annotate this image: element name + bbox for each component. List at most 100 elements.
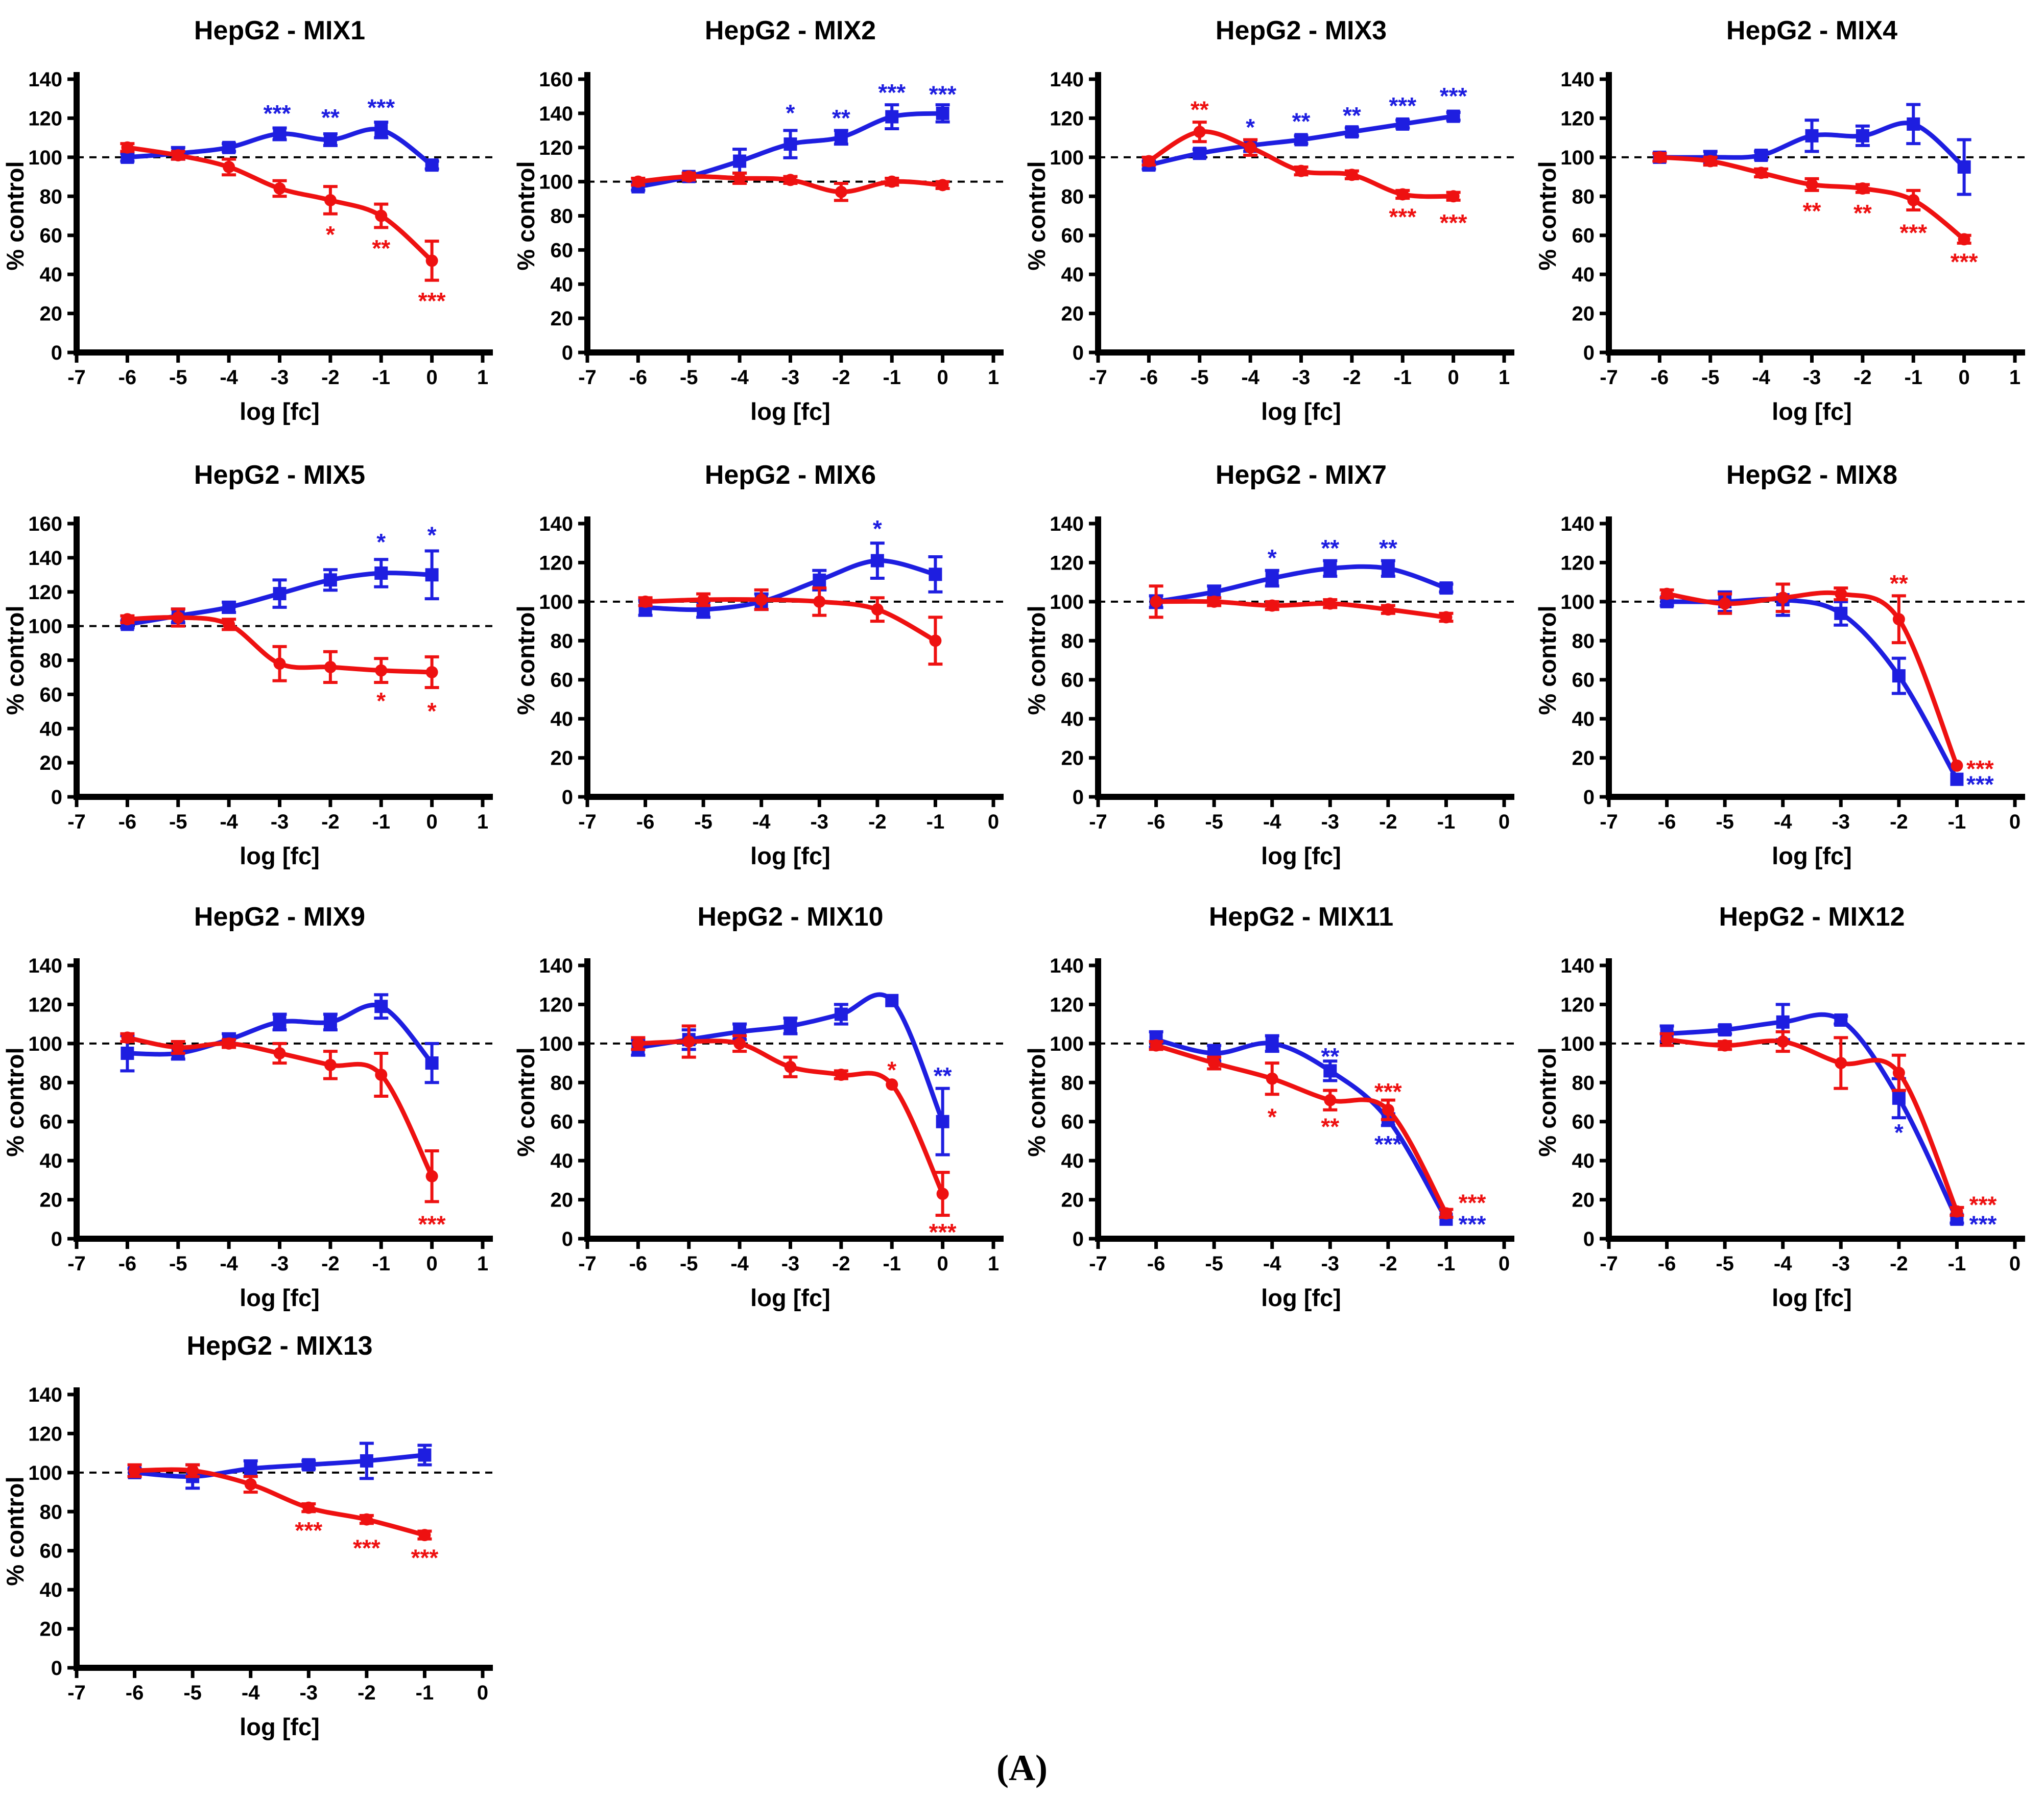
marker-square-blue	[374, 566, 388, 580]
x-axis-label: log [fc]	[750, 842, 830, 869]
y-tick-label: 80	[40, 650, 63, 672]
marker-square-blue	[834, 130, 848, 144]
marker-circle-red	[835, 1069, 847, 1081]
x-tick-label: -1	[1437, 811, 1456, 833]
chart-hepg2-mix12: HepG2 - MIX12 log [fc] % control 0 20 40 60 80 1…	[1534, 902, 2025, 1311]
marker-square-blue	[374, 1000, 388, 1013]
marker-circle-red	[1396, 188, 1409, 201]
y-tick-label: 60	[40, 225, 63, 247]
y-tick-label: 60	[551, 239, 574, 262]
marker-circle-red	[1660, 587, 1673, 600]
significance-stars: ***	[353, 1534, 381, 1561]
x-tick-label: -4	[1752, 366, 1770, 389]
x-tick-label: -5	[1716, 811, 1734, 833]
y-axis-label: % control	[1023, 1047, 1050, 1156]
significance-stars: ***	[1951, 249, 1978, 275]
x-tick-label: 0	[988, 811, 999, 833]
chart-title: HepG2 - MIX12	[1719, 902, 1905, 932]
y-tick-label: 40	[40, 718, 63, 740]
marker-square-blue	[418, 1448, 432, 1462]
y-tick-label: 60	[40, 1111, 63, 1133]
x-tick-label: -5	[1205, 811, 1223, 833]
y-tick-label: 120	[28, 581, 62, 604]
x-tick-label: -2	[1890, 1253, 1908, 1275]
significance-stars: *	[427, 522, 437, 549]
marker-circle-red	[172, 611, 184, 624]
x-tick-label: -2	[832, 366, 850, 389]
y-tick-label: 120	[1560, 994, 1595, 1016]
marker-circle-red	[324, 660, 337, 673]
x-tick-label: 0	[426, 1253, 438, 1275]
y-tick-label: 100	[28, 1462, 62, 1484]
y-tick-label: 40	[40, 1579, 63, 1601]
significance-stars: *	[376, 688, 386, 714]
marker-square-blue	[936, 1115, 949, 1128]
x-tick-label: 1	[988, 366, 999, 389]
x-tick-label: 0	[426, 366, 438, 389]
y-tick-label: 120	[1050, 107, 1084, 130]
marker-circle-red	[733, 172, 746, 184]
marker-circle-red	[1382, 1103, 1394, 1116]
significance-stars: ***	[1969, 1191, 1997, 1218]
marker-square-blue	[222, 600, 236, 614]
y-tick-label: 40	[551, 1150, 574, 1172]
x-tick-label: -2	[868, 811, 887, 833]
x-tick-label: 1	[1499, 366, 1510, 389]
marker-circle-red	[1660, 1033, 1673, 1046]
y-axis-label: % control	[512, 161, 539, 270]
y-tick-label: 100	[539, 591, 573, 613]
x-tick-label: 1	[477, 1253, 488, 1275]
marker-circle-red	[375, 209, 388, 222]
y-axis-label: % control	[1023, 161, 1050, 270]
marker-circle-red	[886, 175, 898, 188]
marker-circle-red	[639, 595, 652, 608]
x-tick-label: -1	[416, 1682, 434, 1704]
x-tick-label: -6	[1651, 366, 1669, 389]
significance-stars: ***	[1459, 1190, 1486, 1216]
marker-circle-red	[784, 1060, 797, 1073]
x-tick-label: 1	[477, 811, 488, 833]
curve-red	[1665, 590, 1959, 768]
significance-stars: ***	[264, 100, 291, 127]
x-tick-label: -5	[169, 811, 187, 833]
axes	[1606, 516, 2025, 800]
marker-circle-red	[223, 160, 235, 173]
x-tick-label: -7	[1089, 1253, 1107, 1275]
marker-circle-red	[425, 254, 438, 267]
marker-square-blue	[1805, 129, 1819, 143]
x-tick-label: -4	[220, 366, 238, 389]
y-tick-label: 100	[1050, 1033, 1084, 1055]
significance-stars: *	[1894, 1119, 1904, 1146]
y-tick-label: 100	[539, 1033, 573, 1055]
significance-stars: **	[372, 235, 390, 262]
chart-title: HepG2 - MIX2	[705, 16, 876, 45]
y-tick-label: 40	[551, 273, 574, 296]
x-tick-label: 1	[477, 366, 488, 389]
significance-stars: ***	[295, 1517, 322, 1544]
y-tick-label: 40	[40, 264, 63, 286]
x-tick-label: -3	[271, 811, 289, 833]
x-axis-label: log [fc]	[750, 1284, 830, 1311]
marker-square-blue	[360, 1454, 373, 1468]
significance-stars: *	[873, 515, 882, 542]
x-axis-label: log [fc]	[1261, 398, 1341, 425]
y-tick-label: 60	[1061, 225, 1084, 247]
marker-square-blue	[733, 154, 747, 168]
y-tick-label: 20	[40, 1618, 63, 1641]
x-tick-label: -1	[926, 811, 945, 833]
chart-hepg2-mix10: HepG2 - MIX10 log [fc] % control 0 20 40 60 80 1…	[512, 902, 1004, 1311]
y-tick-label: 80	[1061, 185, 1084, 208]
marker-square-blue	[1957, 160, 1971, 174]
marker-circle-red	[1345, 169, 1358, 181]
marker-circle-red	[936, 1188, 949, 1200]
marker-circle-red	[1719, 597, 1731, 610]
y-tick-label: 40	[551, 708, 574, 730]
x-tick-label: -7	[67, 366, 86, 389]
marker-circle-red	[755, 594, 768, 606]
significance-stars: ***	[1899, 219, 1927, 246]
y-axis-label: % control	[512, 1047, 539, 1156]
curve-red	[643, 597, 938, 643]
y-tick-label: 100	[1560, 591, 1595, 613]
y-tick-label: 120	[1560, 107, 1595, 130]
y-axis-label: % control	[1534, 161, 1561, 270]
